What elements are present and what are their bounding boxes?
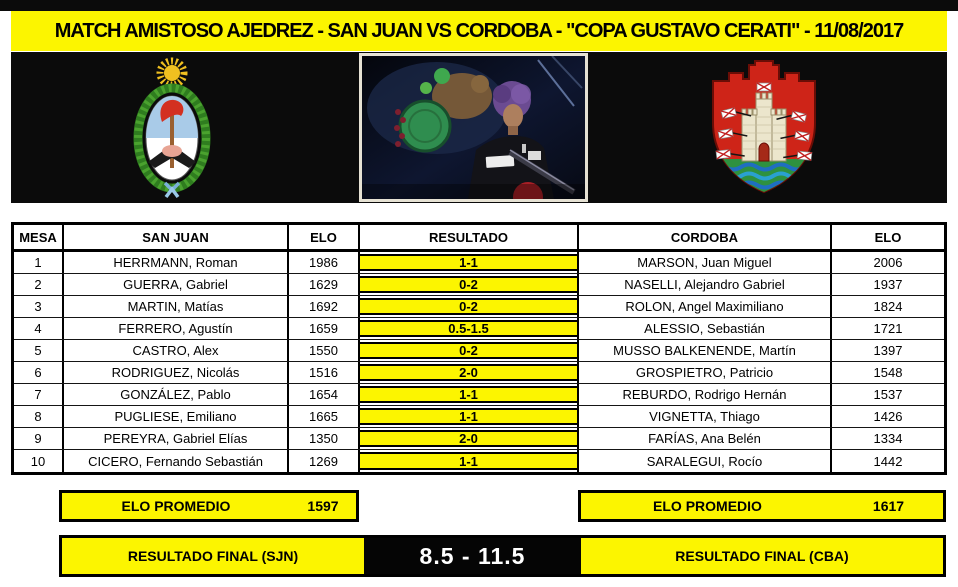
mesa-number: 4 (14, 318, 64, 339)
san-juan-player: RODRIGUEZ, Nicolás (64, 362, 289, 383)
mesa-number: 3 (14, 296, 64, 317)
cordoba-coat-of-arms-icon (712, 60, 816, 194)
elo-average-row: ELO PROMEDIO 1597 ELO PROMEDIO 1617 (59, 490, 958, 522)
cordoba-elo: 1937 (873, 277, 903, 292)
cba-elo-average-value: 1617 (872, 498, 905, 514)
cordoba-player: ROLON, Angel Maximiliano (579, 296, 832, 317)
san-juan-player: PEREYRA, Gabriel Elías (64, 428, 289, 449)
table-row: 7 GONZÁLEZ, Pablo 1654 1-1 REBURDO, Rodr… (14, 384, 944, 406)
result-cell: 1-1 (360, 408, 577, 425)
cordoba-elo: 1334 (873, 431, 903, 446)
final-score: 8.5 - 11.5 (364, 538, 581, 574)
header-banner (11, 52, 947, 212)
gustavo-cerati-photo (359, 53, 588, 212)
cordoba-elo: 1397 (873, 343, 903, 358)
san-juan-elo: 1654 (289, 384, 360, 405)
san-juan-elo: 1659 (289, 318, 360, 339)
header-elo-sj: ELO (289, 225, 360, 249)
cordoba-elo: 1537 (873, 387, 903, 402)
cordoba-player: VIGNETTA, Thiago (579, 406, 832, 427)
header-san-juan: SAN JUAN (64, 225, 289, 249)
san-juan-elo: 1350 (289, 428, 360, 449)
sj-elo-average-box: ELO PROMEDIO 1597 (59, 490, 359, 522)
san-juan-elo: 1692 (289, 296, 360, 317)
san-juan-player: HERRMANN, Roman (64, 252, 289, 273)
san-juan-player: MARTIN, Matías (64, 296, 289, 317)
san-juan-elo: 1516 (289, 362, 360, 383)
san-juan-player: FERRERO, Agustín (64, 318, 289, 339)
sj-elo-average-value: 1597 (307, 498, 339, 514)
san-juan-player: PUGLIESE, Emiliano (64, 406, 289, 427)
mesa-number: 6 (14, 362, 64, 383)
cordoba-player: ALESSIO, Sebastián (579, 318, 832, 339)
san-juan-elo: 1550 (289, 340, 360, 361)
header-cordoba: CORDOBA (579, 225, 832, 249)
mesa-number: 8 (14, 406, 64, 427)
san-juan-elo: 1629 (289, 274, 360, 295)
cba-elo-average-label: ELO PROMEDIO (653, 498, 762, 514)
final-result-sj-label: RESULTADO FINAL (SJN) (62, 538, 364, 574)
cordoba-player: MARSON, Juan Miguel (579, 252, 832, 273)
result-cell: 0-2 (360, 276, 577, 293)
cordoba-elo: 1721 (873, 321, 903, 336)
mesa-number: 1 (14, 252, 64, 273)
table-row: 4 FERRERO, Agustín 1659 0.5-1.5 ALESSIO,… (14, 318, 944, 340)
cordoba-player: NASELLI, Alejandro Gabriel (579, 274, 832, 295)
cordoba-elo: 1442 (873, 453, 903, 469)
san-juan-elo: 1665 (289, 406, 360, 427)
header-resultado: RESULTADO (360, 225, 579, 249)
table-row: 5 CASTRO, Alex 1550 0-2 MUSSO BALKENENDE… (14, 340, 944, 362)
san-juan-coat-of-arms-icon (133, 57, 211, 199)
san-juan-elo: 1986 (289, 252, 360, 273)
san-juan-player: CICERO, Fernando Sebastián (64, 450, 289, 472)
result-cell: 1-1 (360, 386, 577, 403)
cordoba-player: GROSPIETRO, Patricio (579, 362, 832, 383)
table-row: 6 RODRIGUEZ, Nicolás 1516 2-0 GROSPIETRO… (14, 362, 944, 384)
result-cell: 2-0 (360, 430, 577, 447)
table-row: 1 HERRMANN, Roman 1986 1-1 MARSON, Juan … (14, 252, 944, 274)
sj-elo-average-label: ELO PROMEDIO (121, 498, 231, 514)
table-row: 10 CICERO, Fernando Sebastián 1269 1-1 S… (14, 450, 944, 472)
san-juan-player: CASTRO, Alex (64, 340, 289, 361)
final-result-bar: RESULTADO FINAL (SJN) 8.5 - 11.5 RESULTA… (59, 535, 946, 577)
result-cell: 1-1 (360, 254, 577, 271)
header-mesa: MESA (14, 225, 64, 249)
cordoba-elo: 1426 (873, 409, 903, 424)
title-banner: MATCH AMISTOSO AJEDREZ - SAN JUAN VS COR… (11, 11, 947, 51)
table-row: 2 GUERRA, Gabriel 1629 0-2 NASELLI, Alej… (14, 274, 944, 296)
cordoba-player: SARALEGUI, Rocío (579, 450, 832, 472)
cordoba-elo: 1548 (873, 365, 903, 380)
result-cell: 0.5-1.5 (360, 320, 577, 337)
table-row: 9 PEREYRA, Gabriel Elías 1350 2-0 FARÍAS… (14, 428, 944, 450)
table-header-row: MESA SAN JUAN ELO RESULTADO CORDOBA ELO (14, 225, 944, 252)
mesa-number: 10 (14, 450, 64, 472)
cordoba-player: REBURDO, Rodrigo Hernán (579, 384, 832, 405)
cordoba-player: MUSSO BALKENENDE, Martín (579, 340, 832, 361)
cordoba-player: FARÍAS, Ana Belén (579, 428, 832, 449)
table-row: 3 MARTIN, Matías 1692 0-2 ROLON, Angel M… (14, 296, 944, 318)
cordoba-elo: 2006 (873, 255, 903, 270)
final-result-cba-label: RESULTADO FINAL (CBA) (581, 538, 943, 574)
header-elo-cba: ELO (874, 229, 902, 245)
table-row: 8 PUGLIESE, Emiliano 1665 1-1 VIGNETTA, … (14, 406, 944, 428)
mesa-number: 9 (14, 428, 64, 449)
cba-elo-average-box: ELO PROMEDIO 1617 (578, 490, 946, 522)
san-juan-player: GONZÁLEZ, Pablo (64, 384, 289, 405)
mesa-number: 2 (14, 274, 64, 295)
san-juan-player: GUERRA, Gabriel (64, 274, 289, 295)
result-cell: 0-2 (360, 342, 577, 359)
mesa-number: 5 (14, 340, 64, 361)
mesa-number: 7 (14, 384, 64, 405)
san-juan-elo: 1269 (289, 450, 360, 472)
results-table: MESA SAN JUAN ELO RESULTADO CORDOBA ELO … (11, 222, 947, 475)
result-cell: 1-1 (360, 452, 577, 470)
cordoba-elo: 1824 (873, 299, 903, 314)
result-cell: 0-2 (360, 298, 577, 315)
top-border-bar (0, 0, 958, 11)
page-title: MATCH AMISTOSO AJEDREZ - SAN JUAN VS COR… (54, 19, 904, 42)
result-cell: 2-0 (360, 364, 577, 381)
